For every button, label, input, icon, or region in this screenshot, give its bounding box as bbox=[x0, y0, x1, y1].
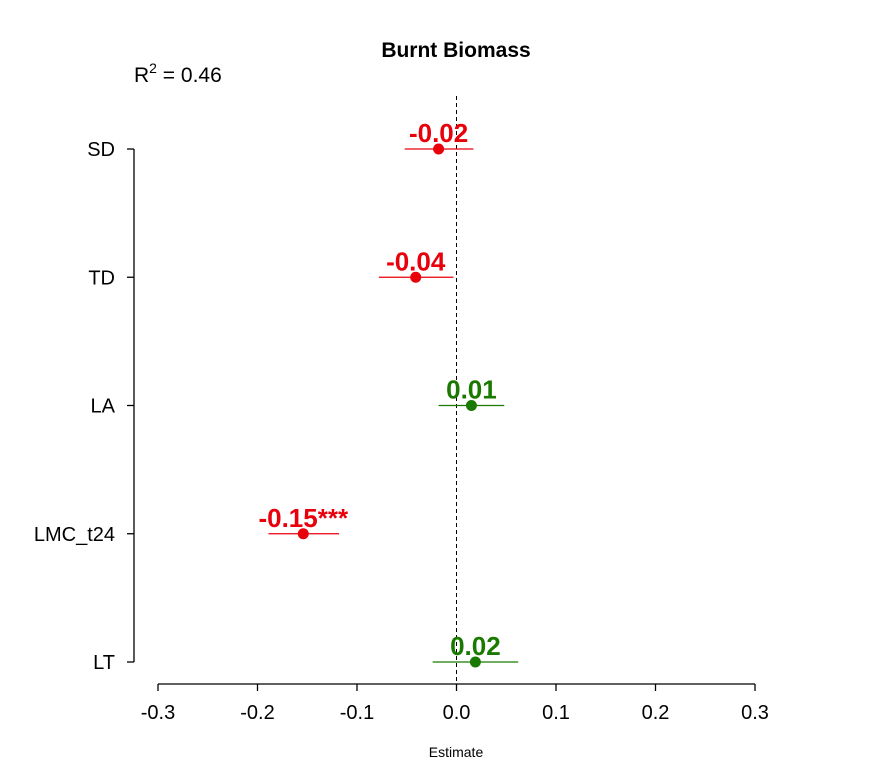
estimate-marks: -0.02 -0.04 0.01 -0.15*** 0.02 bbox=[258, 118, 519, 668]
r2-exponent: 2 bbox=[149, 60, 157, 76]
x-tick-label: 0.3 bbox=[741, 702, 769, 724]
x-tick-label: 0.1 bbox=[542, 702, 570, 724]
chart-title: Burnt Biomass bbox=[381, 39, 530, 62]
estimate-label: -0.04 bbox=[386, 246, 446, 276]
x-axis: -0.3 -0.2 -0.1 0.0 0.1 0.2 0.3 bbox=[141, 683, 769, 724]
estimate-point bbox=[469, 656, 481, 668]
x-tick-label: 0.0 bbox=[443, 702, 471, 724]
estimate-label: 0.01 bbox=[446, 375, 497, 405]
y-tick-label: TD bbox=[88, 267, 115, 289]
estimate-point bbox=[465, 400, 477, 411]
estimate-label: -0.15*** bbox=[258, 503, 348, 533]
x-tick-label: -0.3 bbox=[141, 702, 175, 724]
estimate-label: 0.02 bbox=[450, 631, 501, 661]
x-tick-label: -0.2 bbox=[240, 702, 274, 724]
r2-annotation: R2 = 0.46 bbox=[134, 60, 222, 87]
x-tick-label: 0.2 bbox=[642, 702, 670, 724]
r2-prefix: R bbox=[134, 64, 149, 87]
estimate-point bbox=[410, 271, 422, 283]
estimate-point bbox=[297, 528, 309, 540]
y-axis: SD TD LA LMC_t24 LT bbox=[34, 139, 135, 674]
estimate-point bbox=[433, 143, 445, 155]
y-tick-label: SD bbox=[87, 139, 115, 161]
x-axis-label: Estimate bbox=[429, 744, 484, 760]
y-tick-label: LT bbox=[93, 652, 115, 674]
estimate-label: -0.02 bbox=[409, 118, 468, 148]
r2-value: = 0.46 bbox=[157, 64, 222, 87]
y-tick-label: LMC_t24 bbox=[34, 524, 115, 546]
y-tick-label: LA bbox=[91, 396, 116, 418]
x-tick-label: -0.1 bbox=[340, 702, 374, 724]
